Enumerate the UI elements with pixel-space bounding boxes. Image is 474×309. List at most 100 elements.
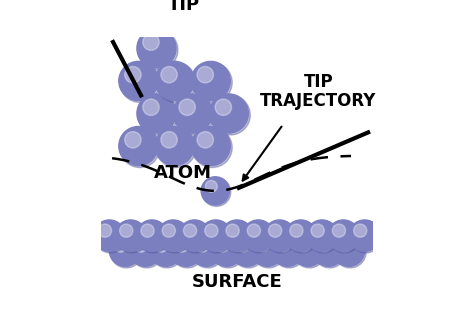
Circle shape xyxy=(171,236,203,268)
Circle shape xyxy=(151,236,183,268)
Circle shape xyxy=(135,239,148,252)
Circle shape xyxy=(265,221,297,253)
Circle shape xyxy=(192,62,232,103)
Circle shape xyxy=(264,220,295,252)
Circle shape xyxy=(292,235,324,266)
Circle shape xyxy=(137,94,176,133)
Circle shape xyxy=(306,220,338,252)
Circle shape xyxy=(350,221,382,253)
Circle shape xyxy=(236,239,249,252)
Circle shape xyxy=(115,220,146,252)
Circle shape xyxy=(216,239,229,252)
Circle shape xyxy=(183,224,197,237)
Circle shape xyxy=(120,128,160,167)
Circle shape xyxy=(155,239,168,252)
Circle shape xyxy=(161,132,177,148)
Circle shape xyxy=(141,224,154,237)
Circle shape xyxy=(211,235,243,266)
Circle shape xyxy=(110,236,143,268)
Circle shape xyxy=(285,220,317,252)
Circle shape xyxy=(205,180,217,192)
Circle shape xyxy=(156,128,196,167)
Circle shape xyxy=(311,224,324,237)
Circle shape xyxy=(191,126,230,166)
Circle shape xyxy=(354,224,367,237)
Circle shape xyxy=(222,221,255,253)
Circle shape xyxy=(125,66,141,83)
Text: TIP
TRAJECTORY: TIP TRAJECTORY xyxy=(260,73,377,110)
Circle shape xyxy=(212,236,244,268)
Circle shape xyxy=(318,239,331,252)
Circle shape xyxy=(290,224,303,237)
Circle shape xyxy=(334,236,366,268)
Circle shape xyxy=(221,220,253,252)
Circle shape xyxy=(197,132,213,148)
Circle shape xyxy=(191,235,222,266)
Circle shape xyxy=(202,178,231,206)
Circle shape xyxy=(328,220,359,252)
Circle shape xyxy=(173,94,212,133)
Circle shape xyxy=(256,239,270,252)
Circle shape xyxy=(313,235,344,266)
Circle shape xyxy=(120,62,160,103)
Text: ATOM: ATOM xyxy=(154,164,212,182)
Circle shape xyxy=(156,62,196,103)
Circle shape xyxy=(215,99,231,116)
Circle shape xyxy=(195,239,209,252)
Circle shape xyxy=(180,221,212,253)
Circle shape xyxy=(143,34,159,50)
Circle shape xyxy=(192,128,232,167)
Circle shape xyxy=(174,95,214,135)
Circle shape xyxy=(138,30,178,70)
Circle shape xyxy=(314,236,346,268)
Circle shape xyxy=(293,236,326,268)
Circle shape xyxy=(136,220,168,252)
Circle shape xyxy=(155,61,194,100)
Circle shape xyxy=(125,132,141,148)
Circle shape xyxy=(286,221,318,253)
Circle shape xyxy=(130,235,161,266)
Circle shape xyxy=(297,239,310,252)
Circle shape xyxy=(119,224,133,237)
Circle shape xyxy=(161,66,177,83)
Circle shape xyxy=(244,221,275,253)
Circle shape xyxy=(243,220,274,252)
Circle shape xyxy=(155,126,194,166)
Circle shape xyxy=(273,236,305,268)
Circle shape xyxy=(116,221,148,253)
Circle shape xyxy=(137,221,169,253)
Circle shape xyxy=(94,220,125,252)
Circle shape xyxy=(197,66,213,83)
Circle shape xyxy=(349,220,380,252)
Circle shape xyxy=(272,235,304,266)
Circle shape xyxy=(109,235,141,266)
Circle shape xyxy=(247,224,261,237)
Circle shape xyxy=(138,95,178,135)
Circle shape xyxy=(158,221,191,253)
Text: SURFACE: SURFACE xyxy=(191,273,283,291)
Circle shape xyxy=(157,220,189,252)
Circle shape xyxy=(209,94,248,133)
Circle shape xyxy=(119,61,158,100)
Circle shape xyxy=(277,239,290,252)
Circle shape xyxy=(268,224,282,237)
Circle shape xyxy=(232,236,264,268)
Circle shape xyxy=(179,220,210,252)
Circle shape xyxy=(119,126,158,166)
Circle shape xyxy=(162,224,175,237)
Circle shape xyxy=(201,177,229,205)
Circle shape xyxy=(95,221,127,253)
Circle shape xyxy=(333,235,365,266)
Circle shape xyxy=(143,99,159,116)
Circle shape xyxy=(137,29,176,68)
Circle shape xyxy=(150,235,182,266)
Circle shape xyxy=(328,221,361,253)
Circle shape xyxy=(210,95,250,135)
Circle shape xyxy=(191,236,224,268)
Circle shape xyxy=(201,221,233,253)
Circle shape xyxy=(131,236,163,268)
Circle shape xyxy=(114,239,128,252)
Circle shape xyxy=(191,61,230,100)
Text: TIP: TIP xyxy=(167,0,200,14)
Circle shape xyxy=(231,235,263,266)
